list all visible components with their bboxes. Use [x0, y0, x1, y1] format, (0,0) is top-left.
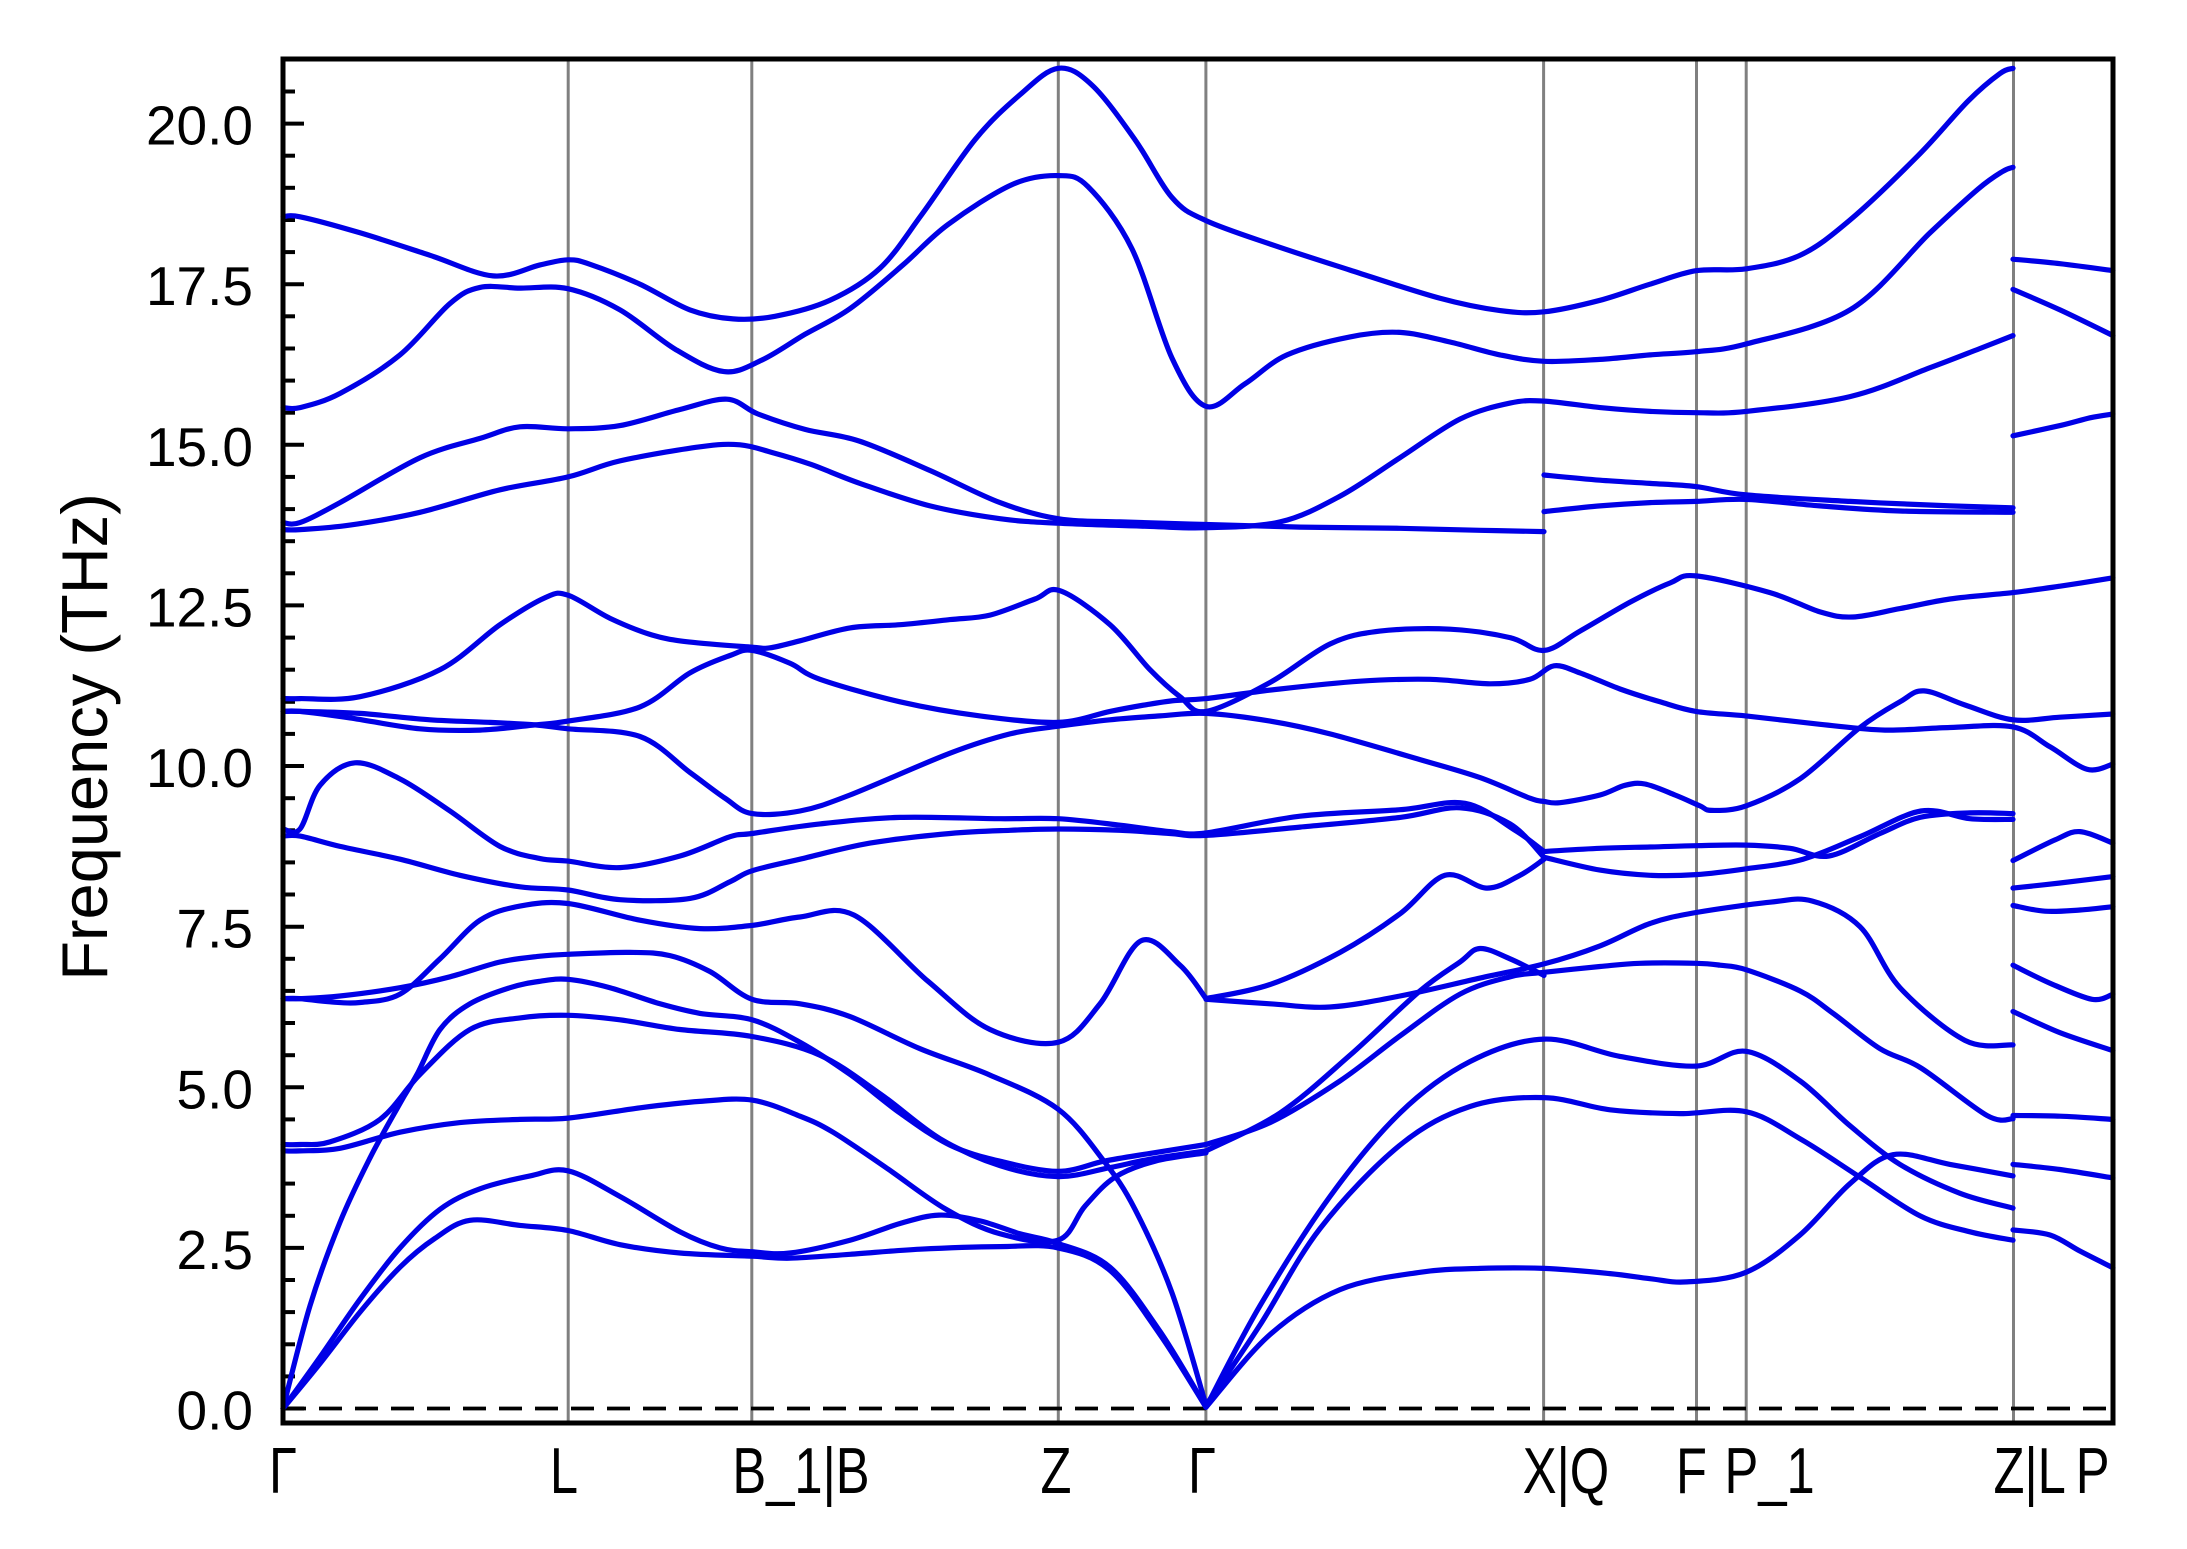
svg-text:2.5: 2.5 [177, 1219, 253, 1281]
svg-text:F: F [1676, 1435, 1707, 1507]
svg-text:17.5: 17.5 [146, 255, 253, 317]
svg-text:15.0: 15.0 [146, 416, 253, 478]
svg-text:B_1|B: B_1|B [732, 1435, 869, 1507]
svg-text:Γ: Γ [269, 1435, 297, 1507]
svg-text:20.0: 20.0 [146, 95, 253, 157]
svg-text:10.0: 10.0 [146, 737, 253, 799]
svg-text:Z: Z [1041, 1435, 1072, 1507]
svg-text:P_1: P_1 [1725, 1435, 1815, 1507]
svg-text:5.0: 5.0 [177, 1058, 253, 1120]
svg-text:7.5: 7.5 [177, 898, 253, 960]
svg-text:P: P [2076, 1435, 2110, 1507]
svg-text:12.5: 12.5 [146, 576, 253, 638]
svg-text:Γ: Γ [1188, 1435, 1216, 1507]
svg-text:L: L [550, 1435, 578, 1507]
svg-text:Frequency (THz): Frequency (THz) [48, 493, 121, 981]
svg-text:0.0: 0.0 [177, 1380, 253, 1442]
svg-text:Z|L: Z|L [1994, 1435, 2066, 1507]
svg-text:X|Q: X|Q [1523, 1435, 1609, 1507]
